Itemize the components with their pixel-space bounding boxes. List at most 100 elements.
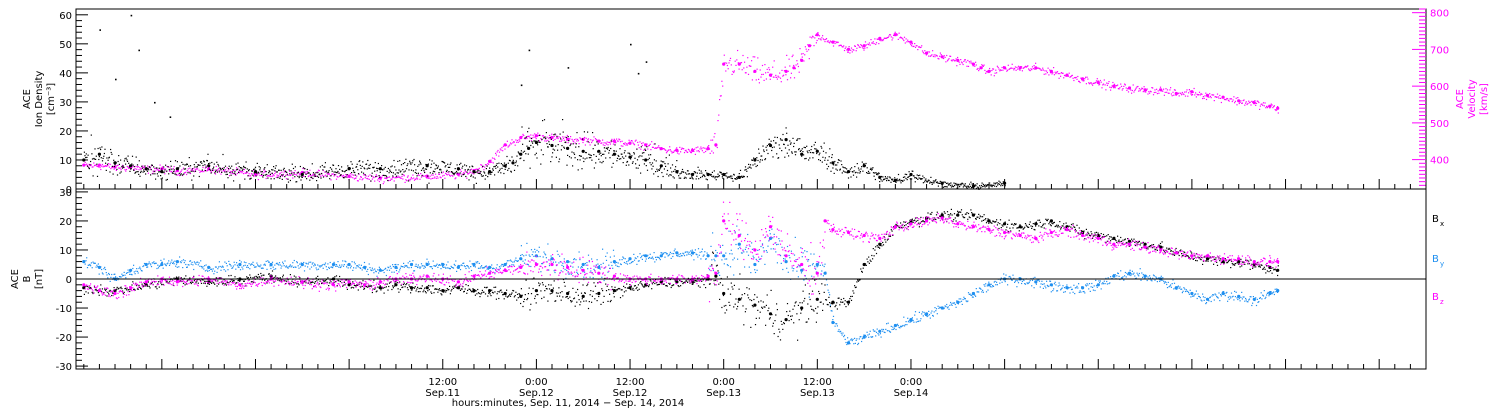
bx-sample [602, 290, 604, 292]
bx-sample [337, 279, 339, 281]
velocity-sample [381, 175, 384, 177]
velocity-sample [1052, 72, 1054, 74]
density-sample [335, 168, 337, 170]
density-sample [784, 156, 786, 158]
velocity-sample [851, 51, 853, 53]
density-sample [835, 168, 837, 170]
velocity-sample [659, 149, 661, 151]
velocity-series [82, 31, 1280, 185]
velocity-sample [1044, 70, 1046, 72]
bx-sample [719, 298, 721, 300]
density-sample [699, 172, 701, 174]
velocity-sample [368, 178, 370, 180]
velocity-sample [989, 70, 991, 72]
bx-sample [466, 292, 468, 294]
velocity-sample [140, 168, 142, 170]
density-sample [510, 170, 512, 172]
density-sample [678, 175, 680, 177]
density-sample [790, 142, 792, 144]
bx-sample [324, 280, 326, 282]
velocity-sample [361, 179, 363, 181]
bx-sample [623, 291, 625, 293]
bx-sample [86, 285, 89, 288]
density-sample [281, 174, 283, 176]
density-sample [643, 163, 645, 165]
velocity-sample [84, 161, 86, 163]
density-sample [282, 169, 285, 171]
density-sample [685, 172, 687, 174]
velocity-sample [225, 169, 227, 171]
density-sample [984, 184, 986, 186]
bx-sample [426, 286, 428, 289]
bx-sample [876, 244, 878, 247]
density-sample [698, 178, 700, 180]
bx-sample [369, 284, 371, 286]
bx-sample [835, 304, 837, 306]
density-outlier [115, 78, 117, 81]
density-sample [259, 169, 261, 171]
density-sample [127, 155, 129, 157]
bx-sample [1131, 240, 1133, 242]
velocity-sample [626, 143, 628, 145]
density-sample [653, 173, 655, 175]
bx-sample [853, 292, 855, 294]
density-sample [404, 162, 406, 164]
bx-sample [566, 295, 568, 298]
density-sample [537, 144, 539, 146]
density-sample [556, 135, 558, 137]
velocity-sample [1216, 96, 1218, 98]
bx-sample [442, 290, 444, 292]
velocity-sample [720, 95, 722, 97]
density-sample [290, 170, 292, 172]
velocity-sample [915, 45, 917, 47]
velocity-sample [159, 164, 161, 166]
velocity-sample [413, 177, 415, 179]
bx-sample [1117, 235, 1119, 237]
bx-sample [899, 227, 901, 229]
bx-sample [1161, 241, 1163, 243]
bx-sample [317, 279, 320, 281]
bx-sample [1258, 266, 1260, 268]
density-sample [176, 168, 178, 170]
bx-sample [626, 287, 629, 289]
velocity-sample [257, 174, 259, 176]
density-sample [366, 163, 368, 165]
velocity-sample [789, 65, 791, 67]
density-sample [170, 160, 172, 162]
velocity-sample [808, 58, 810, 60]
density-sample [434, 171, 436, 173]
velocity-sample [849, 52, 851, 54]
bx-sample [570, 301, 572, 303]
velocity-sample [289, 170, 291, 172]
velocity-sample [1101, 87, 1103, 89]
bx-sample [400, 284, 402, 286]
bx-sample [740, 299, 742, 301]
velocity-sample [619, 139, 621, 141]
density-sample [337, 170, 339, 172]
density-sample [121, 167, 124, 169]
density-sample [165, 179, 167, 181]
bx-sample [217, 280, 219, 282]
velocity-sample [676, 147, 678, 149]
density-sample [697, 166, 699, 168]
density-sample [149, 166, 151, 168]
density-sample [558, 161, 560, 163]
velocity-sample [791, 55, 793, 58]
density-sample [1002, 181, 1004, 183]
velocity-sample [829, 40, 831, 42]
bx-sample [838, 297, 840, 299]
velocity-sample [867, 43, 869, 45]
density-sample [811, 152, 813, 154]
velocity-sample [644, 143, 646, 145]
velocity-sample [924, 50, 926, 52]
velocity-sample [314, 175, 316, 178]
density-sample [794, 154, 797, 156]
bx-sample [829, 306, 831, 308]
bx-sample [424, 287, 426, 289]
bx-sample [362, 280, 364, 282]
density-sample [345, 176, 347, 178]
velocity-sample [350, 176, 352, 178]
bx-sample [818, 293, 821, 295]
density-sample [595, 162, 597, 164]
bx-sample [352, 281, 354, 283]
